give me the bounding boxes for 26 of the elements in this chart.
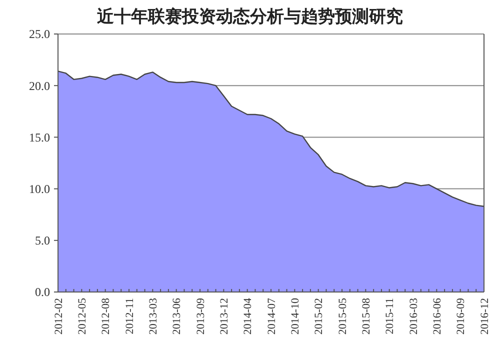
x-tick-label: 2012-05 [76,298,89,335]
x-tick-label: 2016-06 [432,298,444,335]
y-tick-label: 0.0 [35,285,50,300]
x-tick-label: 2015-02 [313,298,326,335]
x-tick-label: 2012-11 [124,298,136,334]
y-tick-label: 15.0 [29,130,50,144]
x-tick-label: 2013-03 [148,298,160,335]
x-tick-label: 2014-10 [290,298,302,335]
x-tick-label: 2013-06 [171,298,184,335]
y-tick-label: 5.0 [35,234,50,248]
x-tick-label: 2016-12 [478,298,491,335]
x-tick-label: 2015-08 [360,298,373,335]
x-tick-label: 2014-04 [242,298,254,335]
x-tick-label: 2012-02 [52,298,65,335]
chart-title: 近十年联赛投资动态分析与趋势预测研究 [96,7,403,27]
x-tick-label: 2016-03 [408,298,420,335]
x-tick-label: 2015-11 [384,298,396,334]
x-tick-label: 2013-12 [218,298,231,335]
x-tick-label: 2013-09 [194,298,207,335]
y-tick-label: 25.0 [29,27,50,42]
x-tick-label: 2016-09 [455,298,468,335]
x-tick-label: 2014-07 [266,298,278,335]
x-tick-label: 2015-05 [336,298,349,335]
y-tick-label: 20.0 [29,78,50,93]
y-tick-label: 10.0 [29,182,50,196]
x-tick-label: 2012-08 [100,298,112,335]
